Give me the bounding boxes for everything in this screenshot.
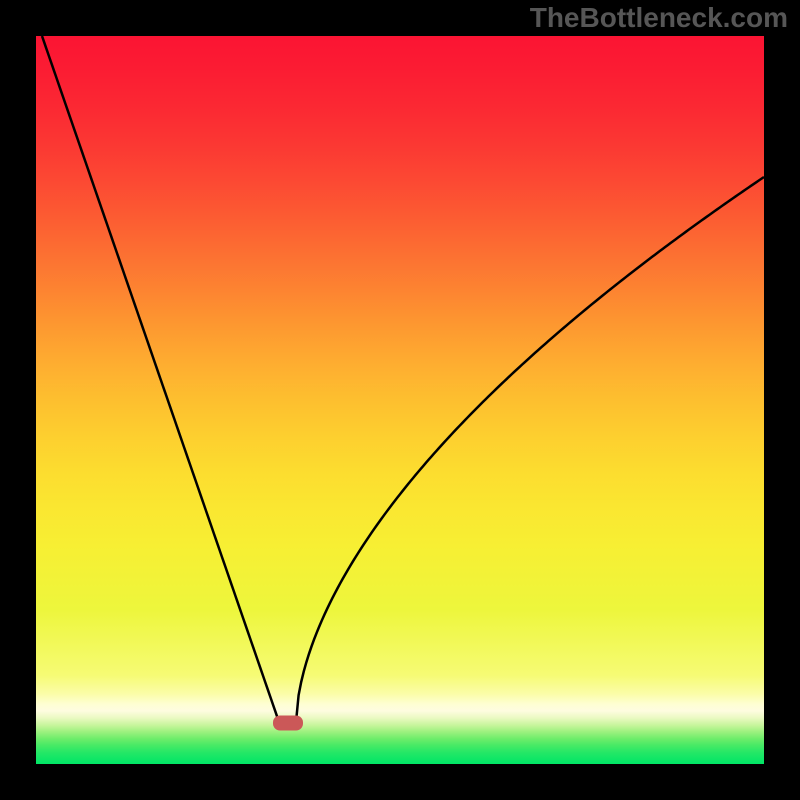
bottleneck-curve-chart <box>36 36 764 764</box>
chart-frame: TheBottleneck.com <box>0 0 800 800</box>
gradient-background <box>36 36 764 764</box>
watermark-label: TheBottleneck.com <box>530 2 788 34</box>
optimal-point-marker <box>273 716 303 731</box>
